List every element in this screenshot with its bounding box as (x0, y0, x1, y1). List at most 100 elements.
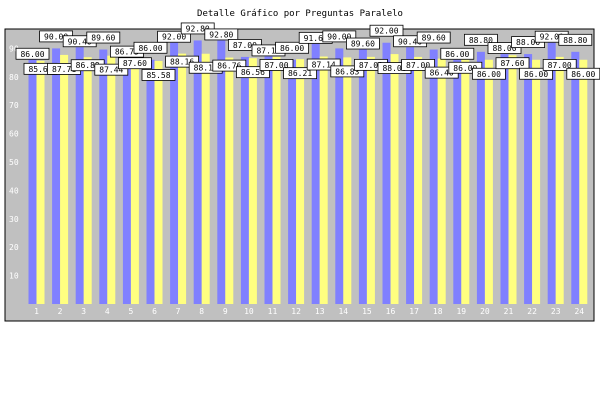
data-label-series-2-box (283, 67, 318, 80)
x-tick-label: 5 (128, 307, 133, 316)
data-label-series-1-box (133, 41, 168, 54)
bar-series-1 (288, 59, 297, 305)
data-label-series-1-box (204, 28, 239, 41)
bar-series-2 (484, 59, 493, 305)
data-label-series-1: 88.80 (563, 36, 587, 45)
bar-series-2 (437, 58, 446, 305)
bar-series-2 (508, 55, 517, 304)
data-label-series-1: 89.60 (91, 34, 115, 43)
data-label-series-1: 86.75 (115, 48, 139, 57)
bar-series-2 (225, 57, 234, 305)
bar-series-2 (461, 59, 470, 305)
data-label-series-1: 90.40 (68, 37, 92, 46)
bar-series-1 (335, 48, 344, 305)
data-label-series-2: 87.14 (312, 61, 336, 70)
data-label-series-2: 87.60 (123, 59, 147, 68)
bar-series-1 (28, 59, 37, 305)
bar-series-2 (107, 55, 116, 305)
data-label-series-1: 86.00 (20, 50, 44, 59)
x-tick-label: 6 (152, 307, 157, 316)
x-tick-label: 17 (409, 307, 419, 316)
x-tick-label: 12 (291, 307, 301, 316)
data-label-series-1-box (345, 37, 380, 50)
data-label-series-2: 87.00 (264, 61, 288, 70)
bar-series-1 (382, 42, 391, 304)
data-label-series-1-box (15, 47, 50, 60)
data-label-series-1: 86.00 (445, 50, 469, 59)
y-tick-label: 60 (9, 130, 19, 139)
data-label-series-2: 86.21 (288, 69, 312, 78)
data-label-series-1-box (463, 33, 498, 46)
y-tick-label: 20 (9, 243, 19, 252)
data-label-series-1-box (558, 33, 593, 46)
bar-series-2 (343, 57, 352, 304)
bar-series-2 (154, 60, 163, 304)
bar-series-2 (579, 59, 588, 305)
x-tick-label: 15 (362, 307, 372, 316)
data-label-series-2: 86.00 (571, 70, 595, 79)
data-label-series-1: 91.60 (304, 34, 328, 43)
data-label-series-1: 89.60 (351, 40, 375, 49)
x-tick-label: 9 (223, 307, 228, 316)
data-label-series-2: 87.44 (99, 66, 123, 75)
data-label-series-2: 87.02 (359, 61, 383, 70)
bar-series-1 (75, 47, 84, 304)
data-label-series-2-box (259, 59, 294, 71)
bar-series-2 (36, 60, 45, 304)
data-label-series-2-box (471, 67, 506, 80)
bar-series-1 (146, 59, 155, 305)
data-label-series-2-box (448, 61, 483, 74)
data-label-series-2: 85.58 (146, 71, 170, 80)
data-label-series-1-box (416, 31, 451, 44)
chart-title: Detalle Gráfico por Preguntas Paralelo (197, 9, 403, 19)
bar-series-1 (524, 54, 533, 304)
x-tick-label: 19 (456, 307, 466, 316)
data-label-series-2: 87.00 (548, 61, 572, 70)
bar-series-1 (264, 56, 273, 304)
data-label-series-1-box (440, 47, 475, 60)
data-label-series-1-box (86, 31, 121, 44)
data-label-series-2: 86.83 (335, 67, 359, 76)
data-label-series-2: 86.56 (241, 68, 265, 77)
bar-series-2 (130, 55, 139, 304)
data-label-series-2-box (330, 65, 365, 78)
data-label-series-1-box (322, 30, 357, 43)
data-label-series-2: 88.00 (382, 64, 406, 73)
bar-series-2 (178, 53, 187, 305)
x-tick-label: 13 (315, 307, 325, 316)
y-tick-label: 80 (9, 73, 19, 82)
x-tick-label: 2 (58, 307, 63, 316)
bar-series-1 (500, 54, 509, 304)
data-label-series-2: 86.00 (477, 70, 501, 79)
data-label-series-1: 88.00 (516, 38, 540, 47)
data-label-series-2-box (306, 58, 341, 71)
data-label-series-1: 86.00 (280, 44, 304, 53)
data-label-series-2: 88.16 (170, 58, 194, 67)
data-label-series-2: 86.76 (217, 62, 241, 71)
x-tick-label: 3 (81, 307, 86, 316)
data-label-series-2-box (165, 55, 200, 68)
data-label-series-1: 92.00 (374, 27, 398, 36)
bar-series-2 (296, 59, 305, 304)
y-tick-label: 30 (9, 215, 19, 224)
bar-series-2 (555, 56, 564, 304)
data-label-series-1: 87.00 (233, 41, 257, 50)
y-tick-label: 90 (9, 44, 19, 53)
bar-series-1 (170, 42, 179, 304)
x-tick-label: 21 (504, 307, 514, 316)
data-label-series-2: 88.12 (194, 64, 218, 73)
data-label-series-2-box (94, 63, 129, 76)
bar-series-2 (60, 54, 69, 305)
bar-series-1 (193, 40, 202, 305)
bar-series-1 (240, 56, 249, 304)
data-label-series-2-box (401, 59, 436, 71)
data-label-series-1: 86.00 (138, 44, 162, 53)
x-tick-label: 16 (386, 307, 396, 316)
data-label-series-1-box (180, 22, 215, 35)
data-label-series-1: 90.00 (44, 32, 68, 41)
bar-series-2 (532, 59, 541, 305)
bar-series-2 (414, 56, 423, 304)
x-tick-label: 10 (244, 307, 254, 316)
x-tick-label: 24 (574, 307, 584, 316)
